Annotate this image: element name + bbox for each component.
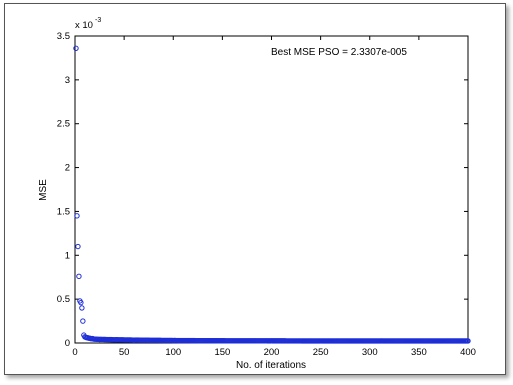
y-tick-label: 2: [65, 163, 70, 174]
data-point: [80, 318, 86, 324]
y-exponent-label: x 10: [75, 20, 93, 31]
x-tick-label: 400: [460, 347, 476, 358]
x-tick-label: 200: [264, 347, 280, 358]
y-tick-label: 3: [65, 75, 70, 86]
y-tick-label: 0.5: [57, 294, 70, 305]
x-tick-label: 150: [214, 347, 230, 358]
data-point: [75, 243, 81, 250]
data-point: [79, 305, 85, 311]
data-point: [73, 45, 79, 51]
data-point: [464, 338, 470, 344]
y-tick-label: 1.5: [57, 206, 70, 217]
y-axis-label: MSE: [38, 179, 49, 201]
x-tick-label: 350: [411, 347, 427, 358]
y-tick-label: 2.5: [57, 119, 70, 130]
x-tick-label: 300: [362, 347, 378, 358]
mse-chart: 0 50 100 150 200 250 300 350 400 0 0.5 1 1.5 2 2.5 3 3.5…: [38, 17, 476, 371]
y-tick-label: 1: [65, 250, 70, 261]
best-mse-annotation: Best MSE PSO = 2.3307e-005: [271, 47, 407, 58]
x-tick-label: 50: [119, 347, 130, 358]
x-axis-label: No. of iterations: [236, 360, 306, 371]
x-tick-label: 250: [313, 347, 329, 358]
data-point: [76, 273, 82, 280]
x-tick-label: 100: [165, 347, 181, 358]
data-point: [74, 213, 80, 219]
y-tick-label: 0: [65, 338, 70, 349]
axes-box: [74, 35, 469, 344]
x-tick-label: 0: [72, 347, 77, 358]
data-points: [73, 45, 471, 344]
figure-window: 0 50 100 150 200 250 300 350 400 0 0.5 1 1.5 2 2.5 3 3.5…: [4, 3, 506, 375]
data-point: [78, 299, 84, 306]
y-exponent-power: -3: [95, 17, 101, 24]
y-tick-label: 3.5: [57, 31, 70, 42]
